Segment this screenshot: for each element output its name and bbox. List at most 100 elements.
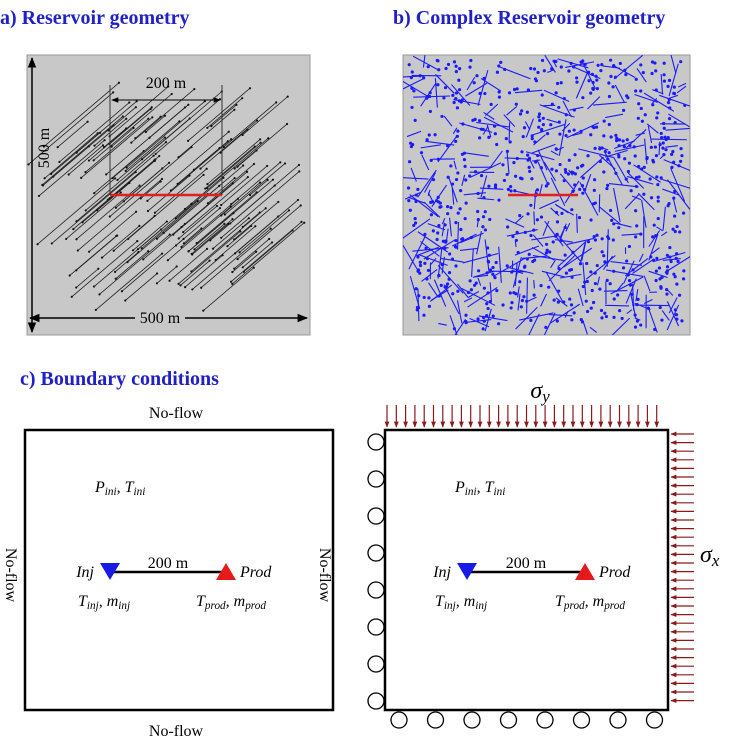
fracture-tip <box>298 170 301 173</box>
fracture-point <box>427 296 431 300</box>
fracture-tip <box>296 198 300 202</box>
fracture-tip <box>151 116 154 119</box>
fracture-tip <box>252 162 256 166</box>
fracture <box>668 63 679 97</box>
fracture <box>422 55 426 68</box>
fracture <box>547 69 554 74</box>
fracture <box>641 199 647 228</box>
fracture <box>112 121 180 179</box>
fracture <box>427 189 431 197</box>
fracture-point <box>665 292 669 296</box>
fracture-point <box>495 70 500 74</box>
fracture <box>85 118 149 173</box>
fracture-tip <box>120 290 124 293</box>
fracture-point <box>428 109 432 114</box>
fracture-tip <box>231 282 234 286</box>
fracture <box>548 254 577 282</box>
fracture-point <box>655 256 659 260</box>
fracture <box>418 254 448 266</box>
fracture-tip <box>119 191 122 194</box>
fracture-tip <box>187 103 190 106</box>
fracture <box>514 190 529 195</box>
fracture-point <box>531 259 535 264</box>
symbol-label: Tprod, mprod <box>555 593 625 612</box>
fracture-tip <box>231 218 234 221</box>
fracture-point <box>502 178 507 183</box>
fracture-point <box>487 135 491 139</box>
fracture-point <box>441 239 445 243</box>
fracture-point <box>661 141 665 145</box>
label-background <box>135 308 185 326</box>
fracture-point <box>672 272 676 276</box>
fracture <box>155 98 221 155</box>
injector-symbol <box>457 563 477 580</box>
fracture <box>430 284 453 302</box>
fracture-point <box>509 189 513 193</box>
fracture-tip <box>140 247 143 250</box>
symbol-subscript: prod <box>204 600 226 612</box>
fracture-point <box>455 106 460 110</box>
fracture <box>528 313 540 335</box>
fracture-tip <box>154 158 157 161</box>
fracture-point <box>599 308 604 313</box>
fracture <box>456 300 463 324</box>
fracture-point <box>656 111 660 115</box>
fracture <box>127 193 209 263</box>
fracture-tip <box>88 250 91 253</box>
fracture-point <box>481 327 485 331</box>
fracture-tip <box>275 101 278 104</box>
fracture <box>51 171 136 244</box>
fracture-tip <box>117 81 121 84</box>
fracture-tip <box>130 141 133 144</box>
symbol-subscript: inj <box>87 600 99 612</box>
fracture <box>508 122 511 143</box>
fracture-tip <box>138 184 141 187</box>
symbol-base: T <box>78 593 88 610</box>
fracture-point <box>532 293 536 297</box>
fracture-point <box>641 71 645 75</box>
fracture-point <box>666 204 670 208</box>
fracture-point <box>634 209 638 213</box>
fracture-tip <box>50 172 53 176</box>
fracture-point <box>413 216 417 221</box>
fracture <box>420 82 437 107</box>
symbol-subscript: ini <box>494 486 506 498</box>
fracture-tip <box>154 152 157 156</box>
fracture-tip <box>105 173 108 176</box>
fracture-tip <box>241 97 244 100</box>
fracture-tip <box>187 250 190 253</box>
fracture <box>576 213 578 233</box>
fracture-point <box>554 169 559 173</box>
fracture-tip <box>241 133 244 137</box>
fracture-point <box>639 106 643 111</box>
fracture <box>512 257 522 288</box>
fracture-point <box>605 186 609 191</box>
fracture-tip <box>172 233 175 236</box>
fracture <box>564 311 569 318</box>
fracture-point <box>463 164 467 169</box>
fracture-tip <box>215 204 219 208</box>
fracture-point <box>600 316 604 320</box>
fracture <box>93 150 144 194</box>
fracture <box>646 123 659 134</box>
fracture-point <box>540 93 544 97</box>
roller-support <box>499 711 518 729</box>
fracture <box>460 232 484 244</box>
fracture <box>423 239 456 260</box>
fracture-tip <box>233 176 236 180</box>
fracture-point <box>458 67 462 71</box>
fracture-point <box>449 205 453 210</box>
fracture-tip <box>147 117 150 120</box>
fracture <box>441 222 445 237</box>
fracture-point <box>586 154 590 158</box>
fracture <box>178 109 235 158</box>
fracture-point <box>666 100 671 105</box>
fracture <box>115 168 163 209</box>
fracture-point <box>508 291 512 295</box>
fracture-point <box>620 316 624 321</box>
fracture-tip <box>230 280 233 283</box>
fracture <box>545 271 564 304</box>
fracture-point <box>557 105 561 110</box>
fracture-point <box>483 91 487 96</box>
